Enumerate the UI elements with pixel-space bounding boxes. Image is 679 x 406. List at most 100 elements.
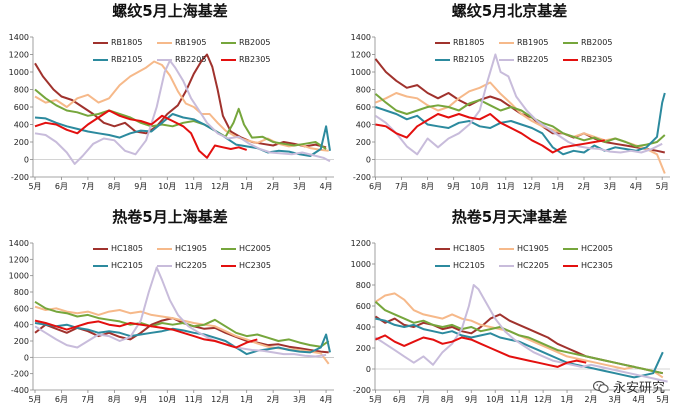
legend-swatch — [435, 58, 450, 61]
y-tick-label: -200 — [353, 386, 371, 395]
y-tick-label: 600 — [356, 103, 371, 112]
legend-swatch — [157, 41, 172, 44]
legend-label: HC1905 — [517, 244, 549, 253]
series-line-rb1905 — [34, 60, 329, 152]
y-tick-label: 1400 — [9, 33, 29, 42]
y-tick-label: 0 — [24, 156, 29, 165]
legend-label: HC1905 — [175, 244, 207, 253]
wechat-icon — [592, 380, 609, 394]
chart-svg: -400 -200 0 200 400 600 800 1000 1200 1400 5月 6月 7月 8… — [9, 239, 334, 404]
x-tick-label: 5月 — [656, 182, 669, 191]
y-tick-label: 0 — [366, 156, 371, 165]
x-tick-label: 8月 — [108, 395, 121, 404]
x-tick-label: 8月 — [441, 395, 454, 404]
legend-item: RB2305 — [221, 55, 270, 65]
y-tick-label: 1000 — [9, 68, 29, 77]
y-tick-label: 1200 — [351, 51, 371, 60]
legend-swatch — [499, 247, 514, 250]
legend-label: HC2205 — [175, 261, 207, 270]
y-tick-label: 1000 — [351, 260, 371, 269]
legend-label: HC2205 — [517, 261, 549, 270]
x-tick-label: 7月 — [417, 395, 430, 404]
x-tick-label: 12月 — [534, 395, 552, 404]
y-tick-label: 400 — [356, 121, 371, 130]
x-tick-label: 12月 — [211, 395, 229, 404]
y-tick-label: 200 — [14, 337, 29, 346]
legend-swatch — [157, 264, 172, 267]
x-tick-label: 9月 — [134, 395, 147, 404]
y-tick-label: 400 — [14, 321, 29, 330]
series-line-rb1805 — [34, 53, 327, 149]
legend-label: RB2305 — [239, 55, 271, 64]
y-tick-label: 600 — [356, 302, 371, 311]
series-line-hc2305 — [375, 334, 587, 368]
x-tick-label: 1月 — [240, 395, 253, 404]
legend-swatch — [563, 247, 578, 250]
chart-panel-hc-shanghai: 热卷5月上海基差 -400 -200 0 200 400 600 800 1000 1200 140… — [0, 206, 340, 406]
x-tick-label: 10月 — [486, 395, 504, 404]
legend-item: RB1805 — [93, 38, 142, 48]
y-tick-label: 400 — [14, 121, 29, 130]
series-line-rb2305 — [375, 113, 605, 154]
y-tick-label: 200 — [356, 344, 371, 353]
series-line-rb2005 — [34, 88, 327, 150]
x-tick-label: 3月 — [604, 182, 617, 191]
legend-item: RB1805 — [435, 38, 484, 48]
series-line-rb2205 — [374, 53, 663, 156]
legend-label: RB2105 — [111, 55, 143, 64]
legend-label: RB2005 — [239, 38, 271, 47]
legend-item: HC2205 — [157, 261, 207, 271]
legend-item: HC2005 — [221, 244, 271, 254]
chart-svg: -200 0 200 400 600 800 1000 1200 1400 5月 6月 7月 8月 9月 1… — [9, 33, 334, 191]
series-line-rb2005 — [374, 93, 666, 148]
legend-item: HC2105 — [93, 261, 143, 271]
legend-swatch — [221, 41, 236, 44]
x-tick-label: 4月 — [630, 182, 643, 191]
x-tick-label: 1月 — [560, 395, 573, 404]
x-tick-label: 9月 — [134, 182, 147, 191]
legend-swatch — [157, 58, 172, 61]
legend-item: RB2205 — [499, 55, 548, 65]
x-tick-label: 2月 — [267, 182, 280, 191]
y-tick-label: 800 — [356, 281, 371, 290]
x-tick-label: 3月 — [293, 182, 306, 191]
x-tick-label: 1月 — [240, 182, 253, 191]
legend-label: HC2105 — [453, 261, 485, 270]
chart-title: 螺纹5月上海基差 — [112, 2, 228, 20]
legend-item: HC2305 — [563, 261, 613, 271]
legend-item: RB2105 — [93, 55, 142, 65]
x-tick-label: 7月 — [395, 182, 408, 191]
series-line-hc2205 — [374, 284, 668, 383]
x-tick-label: 5月 — [28, 395, 41, 404]
x-tick-label: 11月 — [185, 182, 203, 191]
x-tick-label: 1月 — [551, 182, 564, 191]
legend-label: RB2005 — [581, 38, 613, 47]
x-tick-label: 5月 — [28, 182, 41, 191]
legend-swatch — [499, 41, 514, 44]
x-tick-label: 6月 — [393, 395, 406, 404]
y-tick-label: -200 — [11, 370, 29, 379]
y-tick-label: 200 — [14, 138, 29, 147]
y-tick-label: 800 — [14, 288, 29, 297]
y-tick-label: 600 — [14, 304, 29, 313]
legend-item: RB2005 — [221, 38, 270, 48]
legend-swatch — [93, 247, 108, 250]
legend-swatch — [563, 264, 578, 267]
chart-panel-rb-beijing: 螺纹5月北京基差 -200 0 200 400 600 800 1000 1200 1400 6月 7… — [340, 0, 679, 200]
legend-item: HC2005 — [563, 244, 613, 254]
x-tick-label: 4月 — [320, 182, 333, 191]
x-tick-label: 4月 — [320, 395, 333, 404]
legend-item: HC1905 — [499, 244, 549, 254]
y-tick-label: -400 — [11, 386, 29, 395]
legend-swatch — [93, 264, 108, 267]
legend-swatch — [499, 264, 514, 267]
series-line-rb2105 — [34, 113, 331, 157]
y-tick-label: 600 — [14, 103, 29, 112]
y-tick-label: 1400 — [9, 239, 29, 248]
legend-label: HC2005 — [581, 244, 613, 253]
legend-swatch — [435, 247, 450, 250]
series-line-hc2005 — [34, 300, 330, 348]
series-line-rb1905 — [375, 81, 666, 174]
legend-item: HC2205 — [499, 261, 549, 271]
legend-label: RB2205 — [175, 55, 207, 64]
